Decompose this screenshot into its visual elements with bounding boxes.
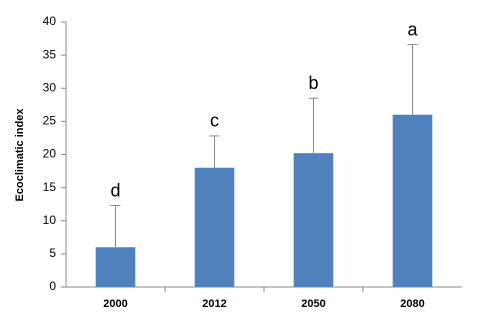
bar [293, 153, 334, 287]
x-tick-label: 2080 [400, 298, 424, 310]
y-tick-label: 30 [43, 80, 57, 94]
bar [194, 167, 235, 287]
annotation: a [407, 19, 418, 39]
annotation: c [210, 111, 219, 131]
error-bar [308, 97, 319, 154]
y-tick-label: 20 [43, 147, 57, 161]
annotation: b [308, 73, 318, 93]
error-bar [407, 44, 418, 115]
bar [95, 247, 136, 287]
x-tick-label: 2012 [202, 298, 226, 310]
x-tick-label: 2000 [103, 298, 127, 310]
y-tick-label: 15 [43, 180, 57, 194]
y-tick-label: 0 [49, 279, 56, 293]
y-tick-label: 35 [43, 47, 57, 61]
bar [392, 114, 433, 287]
x-tick-label: 2050 [301, 298, 325, 310]
y-tick-label: 40 [43, 14, 57, 28]
y-axis-label: Ecoclimatic index [14, 108, 26, 202]
y-tick-label: 25 [43, 114, 57, 128]
error-bar [209, 135, 220, 168]
y-tick-label: 10 [43, 213, 57, 227]
annotation: d [110, 180, 120, 200]
y-tick-label: 5 [49, 246, 56, 260]
error-bar [110, 205, 121, 248]
